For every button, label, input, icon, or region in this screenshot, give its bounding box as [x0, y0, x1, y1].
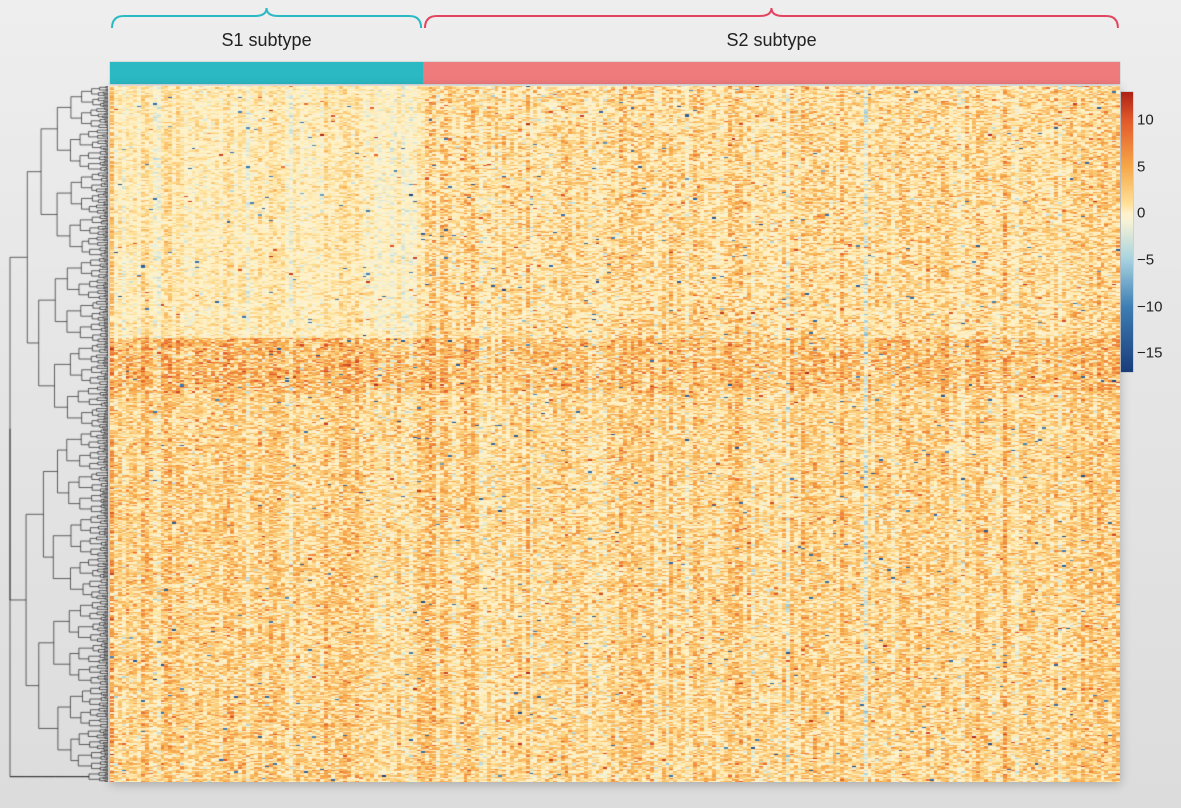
colorbar-tick: −10	[1137, 298, 1162, 315]
column-annotation-bar	[110, 62, 1120, 84]
annotation-s1	[110, 62, 423, 84]
colorbar-tick: −5	[1137, 252, 1154, 269]
colorbar: 10 5 0 −5 −10 −15	[1121, 92, 1171, 372]
s1-label: S1 subtype	[222, 30, 312, 51]
colorbar-tick: 0	[1137, 205, 1145, 222]
clustered-heatmap-figure: S1 subtype S2 subtype 10 5 0 −5 −10 −15	[0, 0, 1181, 808]
colorbar-tick: −15	[1137, 345, 1162, 362]
s2-label: S2 subtype	[727, 30, 817, 51]
group-labels: S1 subtype S2 subtype	[110, 30, 1120, 56]
row-dendrogram	[8, 86, 108, 782]
heatmap-canvas	[110, 86, 1120, 782]
colorbar-tick: 5	[1137, 158, 1145, 175]
s2-bracket	[423, 6, 1120, 30]
annotation-s2	[423, 62, 1120, 84]
heatmap-panel	[110, 86, 1120, 782]
group-brackets	[110, 6, 1120, 30]
colorbar-tick: 10	[1137, 112, 1154, 129]
s1-bracket	[110, 6, 423, 30]
colorbar-ticks: 10 5 0 −5 −10 −15	[1137, 92, 1177, 372]
colorbar-gradient	[1121, 92, 1133, 372]
